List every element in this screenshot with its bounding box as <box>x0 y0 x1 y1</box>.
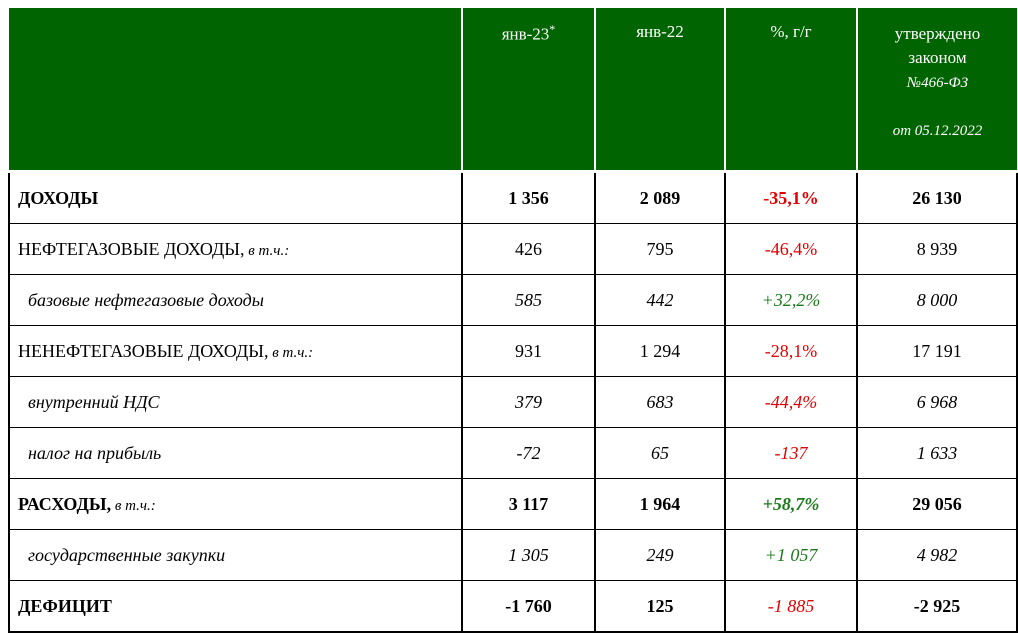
row-label-note: в т.ч.: <box>111 497 156 514</box>
row-label-note: в т.ч.: <box>244 242 290 259</box>
table-row: НЕФТЕГАЗОВЫЕ ДОХОДЫ, в т.ч.: 426 795 -46… <box>8 223 1018 275</box>
table-row: налог на прибыль -72 65 -137 1 633 <box>8 427 1018 479</box>
cell-yoy: -1 885 <box>724 580 857 633</box>
header-jan22: янв-22 <box>594 8 725 173</box>
cell-jan23: 426 <box>461 223 595 275</box>
cell-yoy: -35,1% <box>724 171 857 224</box>
cell-jan22: 1 294 <box>594 325 725 377</box>
row-label: ДОХОДЫ <box>8 171 462 224</box>
cell-jan22: 683 <box>594 376 725 428</box>
cell-jan23: 379 <box>461 376 595 428</box>
row-label: РАСХОДЫ, в т.ч.: <box>8 478 462 530</box>
cell-jan22: 249 <box>594 529 725 581</box>
table-header: янв-23* янв-22 %, г/г утверждено законом… <box>9 8 1017 173</box>
table-row: ДОХОДЫ 1 356 2 089 -35,1% 26 130 <box>8 171 1018 224</box>
row-label-note: в т.ч.: <box>268 344 314 361</box>
cell-yoy: +58,7% <box>724 478 857 530</box>
cell-jan23: 1 305 <box>461 529 595 581</box>
cell-yoy: +32,2% <box>724 274 857 326</box>
cell-approved: 8 939 <box>856 223 1018 275</box>
cell-yoy: -28,1% <box>724 325 857 377</box>
cell-approved: 26 130 <box>856 171 1018 224</box>
cell-jan23: 931 <box>461 325 595 377</box>
cell-jan23: -1 760 <box>461 580 595 633</box>
cell-approved: 17 191 <box>856 325 1018 377</box>
row-label-text: государственные закупки <box>28 544 226 565</box>
cell-jan22: 1 964 <box>594 478 725 530</box>
cell-yoy: -44,4% <box>724 376 857 428</box>
cell-jan22: 795 <box>594 223 725 275</box>
row-label-text: РАСХОДЫ, <box>18 493 112 514</box>
table-body: ДОХОДЫ 1 356 2 089 -35,1% 26 130 НЕФТЕГА… <box>8 171 1018 633</box>
cell-approved: 6 968 <box>856 376 1018 428</box>
table-row: ДЕФИЦИТ -1 760 125 -1 885 -2 925 <box>8 580 1018 633</box>
table-row: НЕНЕФТЕГАЗОВЫЕ ДОХОДЫ, в т.ч.: 931 1 294… <box>8 325 1018 377</box>
header-approved-line1: утверждено <box>894 24 981 43</box>
header-empty-cell <box>9 8 462 173</box>
header-jan23-footnote-mark: * <box>549 22 556 36</box>
cell-jan23: 1 356 <box>461 171 595 224</box>
cell-jan22: 442 <box>594 274 725 326</box>
cell-approved: 8 000 <box>856 274 1018 326</box>
row-label-text: НЕНЕФТЕГАЗОВЫЕ ДОХОДЫ, <box>18 340 269 361</box>
cell-jan22: 125 <box>594 580 725 633</box>
table-row: внутренний НДС 379 683 -44,4% 6 968 <box>8 376 1018 428</box>
row-label-text: базовые нефтегазовые доходы <box>28 289 264 310</box>
row-label-text: ДОХОДЫ <box>18 187 99 208</box>
row-label: внутренний НДС <box>8 376 462 428</box>
table-row: РАСХОДЫ, в т.ч.: 3 117 1 964 +58,7% 29 0… <box>8 478 1018 530</box>
row-label: НЕНЕФТЕГАЗОВЫЕ ДОХОДЫ, в т.ч.: <box>8 325 462 377</box>
budget-table-container: янв-23* янв-22 %, г/г утверждено законом… <box>8 8 1018 633</box>
row-label: налог на прибыль <box>8 427 462 479</box>
row-label: государственные закупки <box>8 529 462 581</box>
header-jan23: янв-23* <box>461 8 595 173</box>
row-label: базовые нефтегазовые доходы <box>8 274 462 326</box>
cell-yoy: -46,4% <box>724 223 857 275</box>
cell-approved: 4 982 <box>856 529 1018 581</box>
header-approved-line2: законом <box>908 48 967 67</box>
row-label-text: налог на прибыль <box>28 442 162 463</box>
budget-table: янв-23* янв-22 %, г/г утверждено законом… <box>8 8 1018 633</box>
header-law-number: №466-ФЗ <box>906 75 969 91</box>
header-law-date: от 05.12.2022 <box>892 123 983 139</box>
row-label: НЕФТЕГАЗОВЫЕ ДОХОДЫ, в т.ч.: <box>8 223 462 275</box>
row-label: ДЕФИЦИТ <box>8 580 462 633</box>
cell-approved: 29 056 <box>856 478 1018 530</box>
cell-jan23: -72 <box>461 427 595 479</box>
cell-approved: 1 633 <box>856 427 1018 479</box>
cell-jan23: 585 <box>461 274 595 326</box>
header-approved-by-law: утверждено законом №466-ФЗ от 05.12.2022 <box>856 8 1017 173</box>
cell-jan23: 3 117 <box>461 478 595 530</box>
table-row: государственные закупки 1 305 249 +1 057… <box>8 529 1018 581</box>
cell-jan22: 2 089 <box>594 171 725 224</box>
row-label-text: НЕФТЕГАЗОВЫЕ ДОХОДЫ, <box>18 238 245 259</box>
cell-approved: -2 925 <box>856 580 1018 633</box>
cell-yoy: -137 <box>724 427 857 479</box>
row-label-text: внутренний НДС <box>28 391 160 412</box>
header-row: янв-23* янв-22 %, г/г утверждено законом… <box>9 8 1017 173</box>
header-jan23-label: янв-23 <box>501 24 550 44</box>
cell-yoy: +1 057 <box>724 529 857 581</box>
cell-jan22: 65 <box>594 427 725 479</box>
header-yoy-percent: %, г/г <box>724 8 857 173</box>
row-label-text: ДЕФИЦИТ <box>18 595 112 616</box>
table-row: базовые нефтегазовые доходы 585 442 +32,… <box>8 274 1018 326</box>
